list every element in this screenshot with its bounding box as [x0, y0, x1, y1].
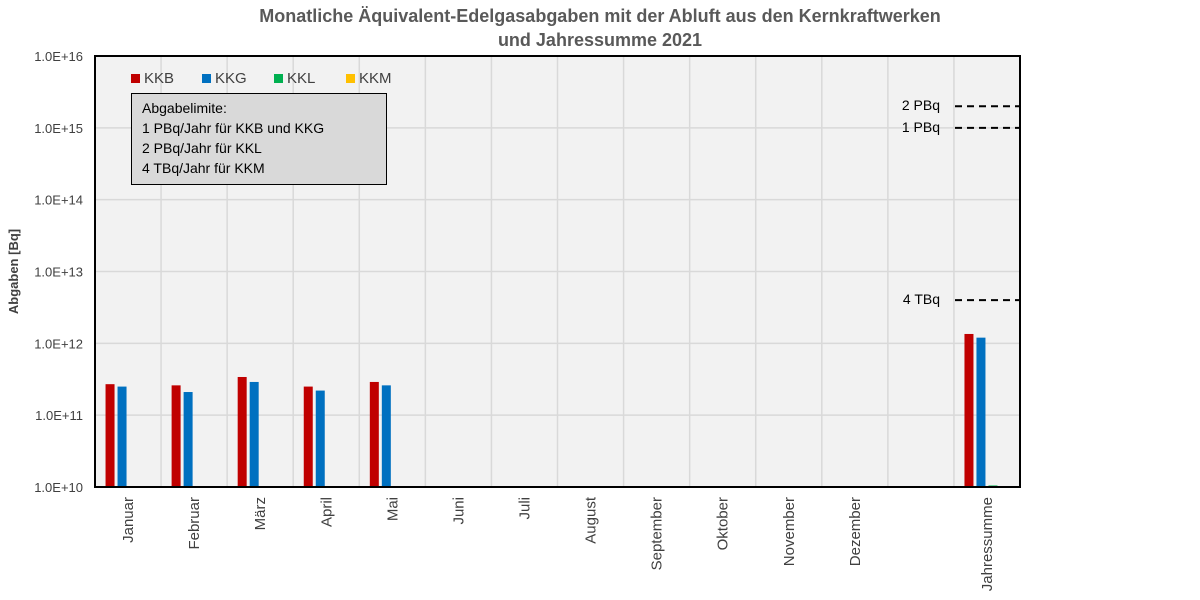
limits-heading: Abgabelimite: [142, 100, 227, 116]
x-tick-label: Februar [186, 497, 203, 550]
y-tick-label: 1.0E+10 [34, 480, 83, 495]
x-tick-label: Mai [384, 497, 401, 521]
legend-label: KKL [287, 70, 316, 87]
bar-kkg [249, 381, 259, 487]
reference-line-label: 4 TBq [902, 291, 940, 308]
legend-label: KKG [215, 70, 247, 87]
y-tick-label: 1.0E+13 [34, 265, 83, 280]
chart-title-line2: und Jahressumme 2021 [497, 30, 703, 50]
y-tick-label: 1.0E+16 [34, 49, 83, 64]
bar-kkg [381, 385, 391, 487]
x-tick-label: Jahressumme [979, 497, 996, 591]
bar-kkg [315, 390, 325, 487]
x-tick-label: Januar [120, 497, 137, 543]
y-tick-label: 1.0E+11 [35, 408, 83, 423]
y-tick-label: 1.0E+15 [34, 121, 83, 136]
bar-kkb [303, 386, 313, 487]
reference-line-label: 1 PBq [901, 118, 940, 135]
bar-kkb [171, 385, 181, 487]
x-tick-label: März [252, 497, 269, 530]
legend-swatch [346, 74, 355, 83]
x-tick-label: Juni [450, 497, 467, 525]
reference-line-label: 2 PBq [901, 97, 940, 114]
bar-kkb [105, 384, 115, 487]
x-tick-label: Oktober [715, 497, 732, 550]
limits-line-3: 4 TBq/Jahr für KKM [142, 160, 265, 176]
x-tick-label: Juli [516, 497, 533, 520]
legend-item-kkm: KKM [346, 70, 392, 87]
legend-item-kkb: KKB [131, 70, 174, 87]
x-tick-label: April [318, 497, 335, 527]
plot-border [94, 55, 1021, 488]
legend-swatch [202, 74, 211, 83]
y-tick-label: 1.0E+12 [34, 336, 83, 351]
bar-kkb [964, 333, 974, 487]
bar-kkg [976, 337, 986, 487]
legend-swatch [274, 74, 283, 83]
bar-kkg [183, 392, 193, 487]
bar-kkb [369, 381, 379, 487]
legend-label: KKB [144, 70, 175, 87]
bar-kkg [117, 386, 127, 487]
x-tick-label: Dezember [847, 497, 864, 566]
bar-kkb [237, 376, 247, 487]
limits-line-2: 2 PBq/Jahr für KKL [142, 140, 262, 156]
legend-label: KKM [359, 70, 392, 87]
x-tick-label: September [649, 497, 666, 570]
y-tick-label: 1.0E+14 [34, 193, 83, 208]
x-tick-label: August [583, 496, 600, 544]
legend-item-kkg: KKG [202, 70, 247, 87]
x-tick-label: November [781, 497, 798, 566]
chart-title: Monatliche Äquivalent-Edelgasabgaben mit… [0, 4, 1200, 52]
legend-swatch [131, 74, 140, 83]
limits-line-1: 1 PBq/Jahr für KKB und KKG [142, 120, 325, 136]
legend-item-kkl: KKL [274, 70, 315, 87]
y-axis-label: Abgaben [Bq] [6, 229, 21, 314]
limits-box: Abgabelimite: 1 PBq/Jahr für KKB und KKG… [131, 93, 387, 185]
chart-title-line1: Monatliche Äquivalent-Edelgasabgaben mit… [259, 6, 941, 26]
